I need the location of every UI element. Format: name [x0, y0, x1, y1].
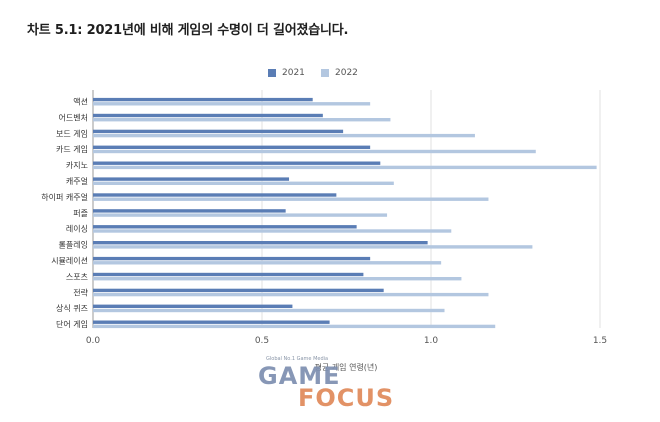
bar-2022: [93, 197, 489, 201]
category-label: 퍼즐: [73, 209, 88, 218]
x-axis-title: 평균 게임 연령(년): [315, 362, 378, 372]
watermark-game-text: GAME: [258, 362, 341, 390]
category-label: 하이퍼 캐주얼: [41, 192, 88, 202]
bar-2022: [93, 181, 394, 185]
legend-label-2022: 2022: [335, 68, 358, 78]
category-label: 단어 게임: [56, 319, 88, 329]
bar-2021: [93, 145, 371, 149]
x-tick-label: 0.0: [86, 336, 101, 346]
bar-2021: [93, 129, 344, 134]
x-tick-label: 0.5: [255, 336, 269, 346]
bar-2022: [93, 261, 442, 265]
bar-2022: [93, 149, 536, 154]
category-label: 캐주얼: [66, 176, 88, 186]
x-tick-label: 1.0: [424, 336, 439, 346]
category-label: 어드벤처: [59, 112, 88, 122]
legend: 2021 2022: [0, 66, 660, 80]
bar-2022: [93, 102, 371, 106]
category-label: 롤플레잉: [59, 240, 88, 250]
legend-item-2021: 2021: [268, 66, 305, 80]
bar-2021: [93, 288, 384, 293]
bar-2021: [93, 193, 337, 197]
bar-2022: [93, 324, 496, 329]
bar-2021: [93, 272, 364, 277]
bar-2021: [93, 209, 286, 213]
bar-2022: [93, 118, 391, 122]
bar-2021: [93, 320, 330, 324]
bar-2021: [93, 177, 290, 181]
bar-2022: [93, 277, 462, 281]
bar-2021: [93, 97, 313, 102]
category-label: 보드 게임: [56, 128, 88, 138]
bar-2021: [93, 225, 357, 229]
category-label: 레이싱: [66, 224, 88, 234]
legend-label-2021: 2021: [282, 68, 305, 78]
category-label: 전략: [73, 287, 88, 297]
bar-2021: [93, 241, 428, 245]
bar-2021: [93, 113, 323, 118]
watermark-focus-text: FOCUS: [298, 384, 395, 412]
bar-2022: [93, 308, 445, 313]
bar-2022: [93, 229, 452, 233]
bar-2021: [93, 256, 371, 261]
bar-2022: [93, 292, 489, 297]
category-label: 액션: [73, 97, 88, 107]
category-label: 카드 게임: [56, 144, 88, 154]
watermark-caption: Global No.1 Game Media: [266, 356, 329, 362]
legend-swatch-2022: [321, 69, 329, 77]
category-label: 카지노: [66, 161, 88, 170]
bar-2022: [93, 133, 475, 138]
bar-2022: [93, 165, 597, 170]
category-label: 스포츠: [66, 272, 88, 281]
legend-swatch-2021: [268, 69, 276, 77]
category-label: 상식 퀴즈: [56, 303, 88, 313]
watermark-logo: Global No.1 Game Media GAME FOCUS: [258, 356, 408, 412]
bar-2022: [93, 213, 388, 217]
bar-2021: [93, 161, 381, 165]
category-label: 시뮬레이션: [51, 256, 88, 266]
bar-2021: [93, 304, 293, 308]
chart-title: 차트 5.1: 2021년에 비해 게임의 수명이 더 길어졌습니다.: [27, 23, 349, 38]
legend-item-2022: 2022: [321, 66, 358, 80]
bar-2022: [93, 245, 533, 249]
x-tick-label: 1.5: [593, 336, 607, 346]
